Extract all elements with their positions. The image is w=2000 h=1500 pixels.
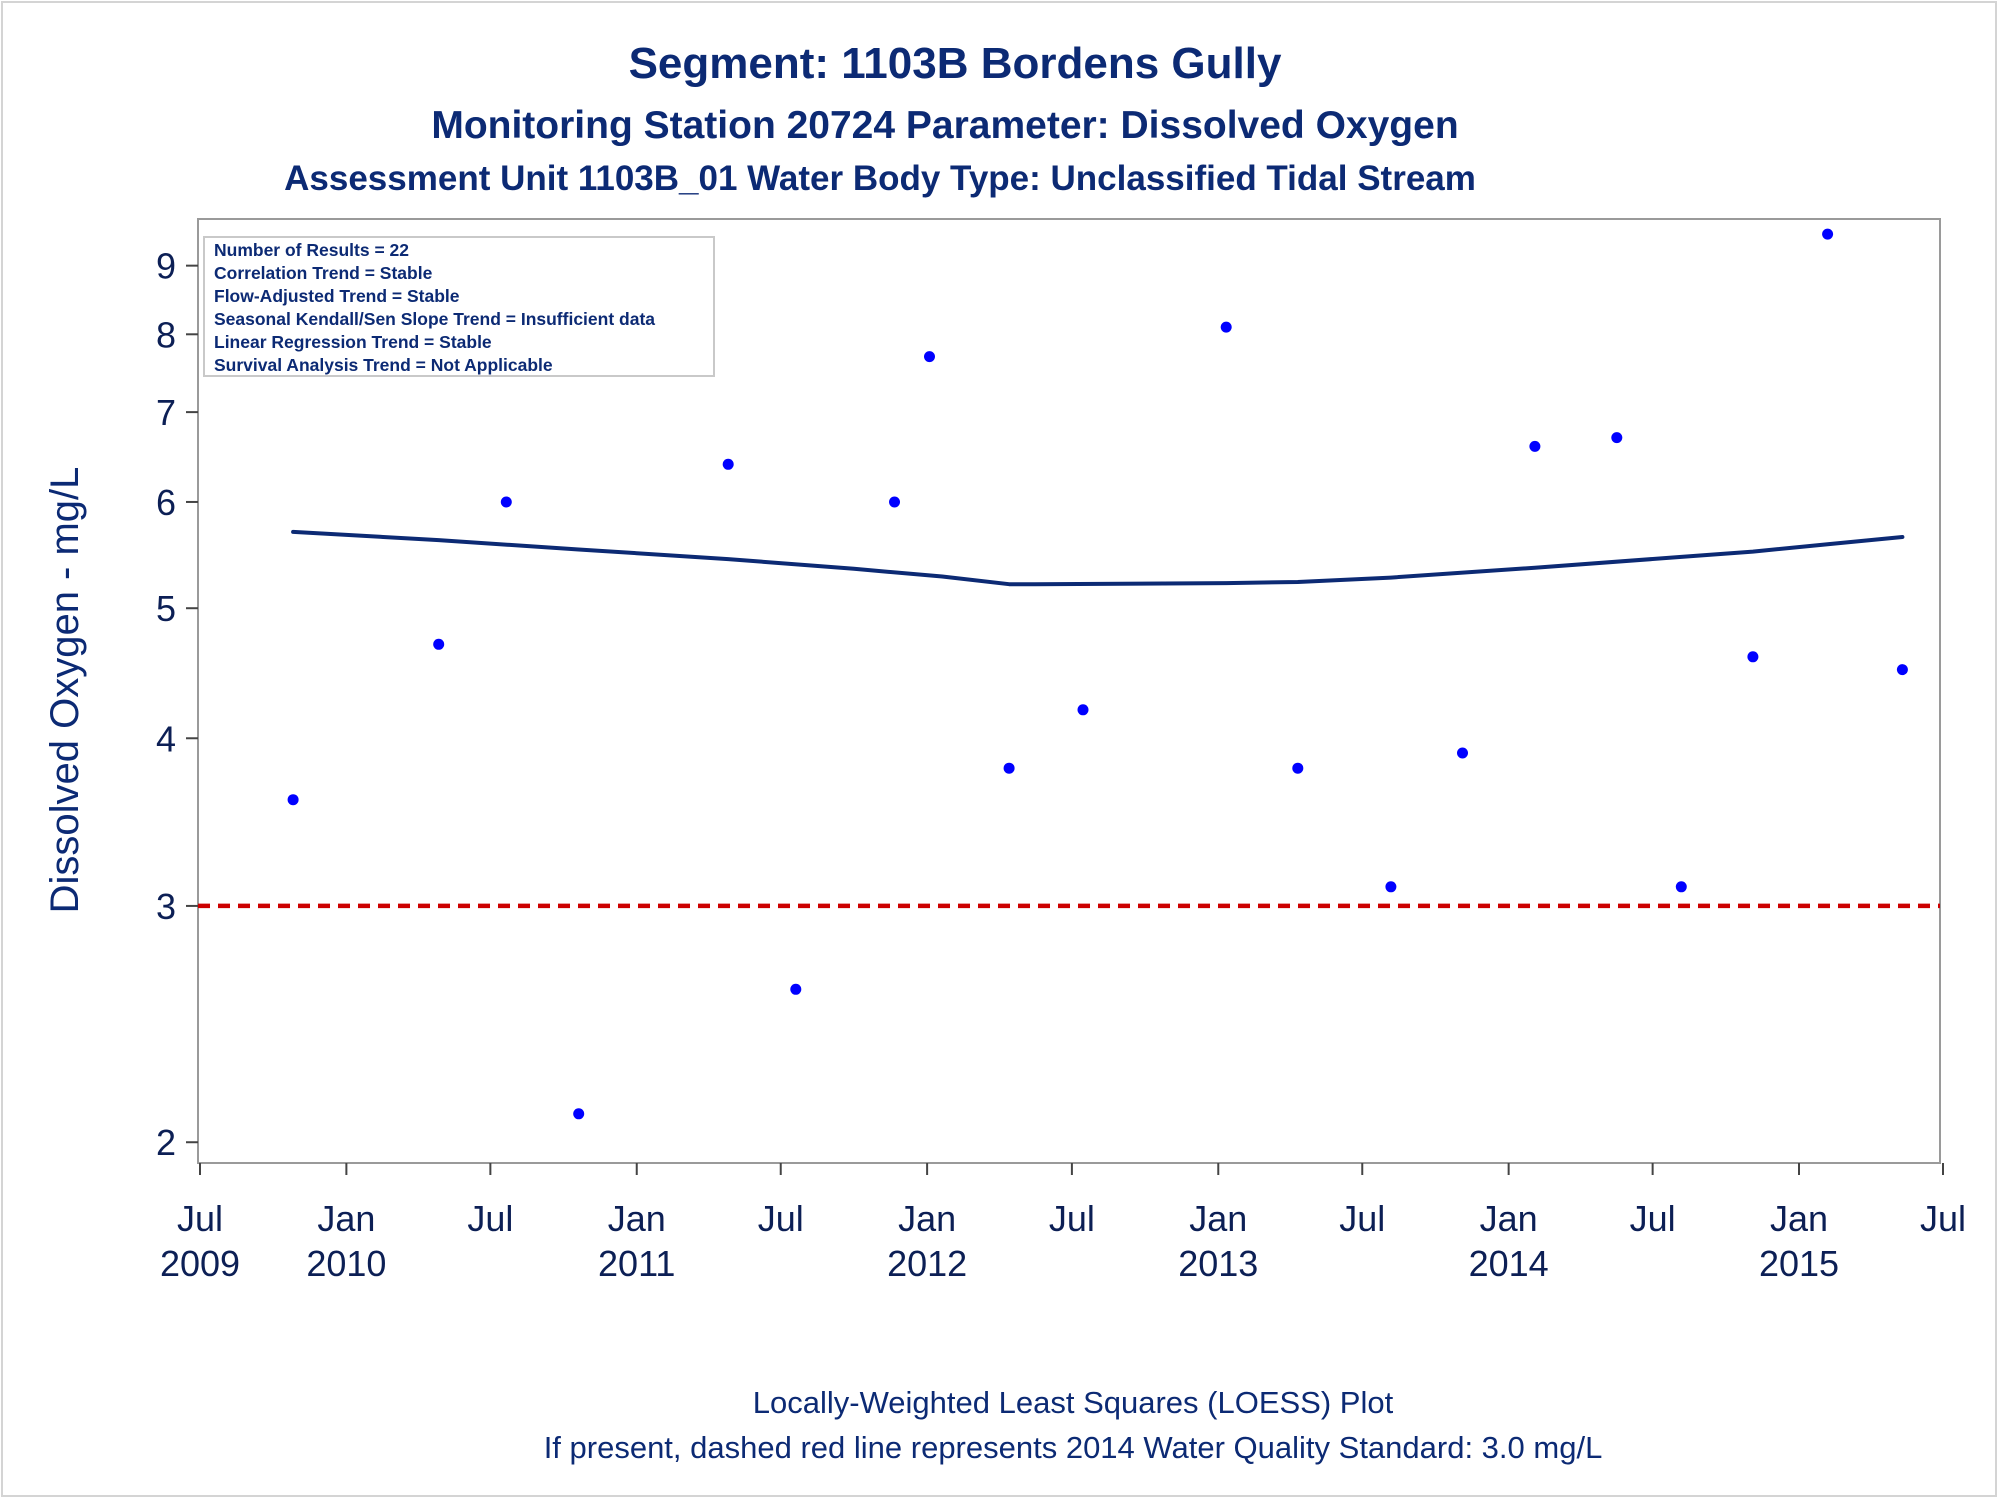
stats-box-frame: [203, 236, 715, 377]
data-point: [1675, 881, 1687, 893]
stats-line: Correlation Trend = Stable: [214, 263, 433, 283]
y-axis-label: Dissolved Oxygen - mg/L: [43, 467, 87, 914]
data-point: [1822, 228, 1834, 240]
x-tick-label: Jan: [608, 1198, 666, 1239]
y-axis: 2 3 4 5 6 7 8 9: [156, 246, 198, 1163]
data-point: [287, 794, 299, 806]
y-tick-label: 3: [156, 886, 176, 927]
y-tick-label: 4: [156, 718, 176, 759]
x-tick-label: Jan: [1770, 1198, 1828, 1239]
data-point: [889, 496, 900, 508]
data-point: [1457, 747, 1468, 759]
data-point: [1077, 704, 1089, 716]
x-tick-label-year: 2015: [1759, 1243, 1839, 1284]
chart-subtitle: Monitoring Station 20724 Parameter: Diss…: [431, 104, 1458, 147]
x-tick-label-year: 2012: [887, 1243, 967, 1284]
x-tick-label-year: 2013: [1178, 1243, 1258, 1284]
data-point: [573, 1108, 585, 1120]
data-point: [1385, 881, 1397, 893]
x-tick-label: Jul: [1630, 1198, 1676, 1239]
plot-area: [197, 218, 1941, 1164]
data-point: [1529, 440, 1541, 452]
stats-line: Linear Regression Trend = Stable: [214, 332, 492, 352]
stats-box: Number of Results = 22 Correlation Trend…: [203, 236, 715, 377]
stats-line: Flow-Adjusted Trend = Stable: [214, 286, 460, 306]
x-tick-label: Jul: [467, 1198, 513, 1239]
data-point: [433, 638, 445, 650]
x-tick-label-year: 2014: [1469, 1243, 1549, 1284]
chart-title: Segment: 1103B Bordens Gully: [629, 39, 1282, 88]
x-tick-label: Jan: [1189, 1198, 1247, 1239]
x-tick-label-year: 2011: [598, 1243, 675, 1284]
data-point: [790, 983, 802, 995]
data-point: [722, 458, 734, 470]
x-tick-label: Jul: [758, 1198, 804, 1239]
x-tick-label: Jan: [1480, 1198, 1538, 1239]
y-tick-label: 9: [156, 246, 176, 287]
data-point: [1896, 664, 1908, 676]
y-tick-label: 5: [156, 588, 176, 629]
x-tick-label: Jul: [1339, 1198, 1385, 1239]
footnote-standard: If present, dashed red line represents 2…: [544, 1430, 1603, 1465]
stats-line: Seasonal Kendall/Sen Slope Trend = Insuf…: [214, 309, 655, 329]
data-point: [1747, 651, 1759, 663]
data-point: [1003, 762, 1015, 774]
x-tick-label: Jul: [177, 1198, 223, 1239]
stats-line: Number of Results = 22: [214, 240, 409, 260]
x-tick-label: Jan: [317, 1198, 375, 1239]
footnote-loess: Locally-Weighted Least Squares (LOESS) P…: [753, 1385, 1394, 1420]
x-tick-label-year: 2010: [306, 1243, 386, 1284]
x-tick-label: Jul: [1049, 1198, 1095, 1239]
y-tick-label: 7: [156, 392, 176, 433]
data-point: [1292, 762, 1304, 774]
x-tick-label: Jul: [1920, 1198, 1966, 1239]
data-point: [1220, 321, 1232, 333]
data-point: [500, 496, 512, 508]
loess-layer: [291, 529, 1905, 587]
y-tick-label: 6: [156, 482, 176, 523]
loess-curve: [291, 529, 1905, 587]
x-tick-label: Jan: [898, 1198, 956, 1239]
x-tick-label-year: 2009: [160, 1243, 240, 1284]
data-point: [1611, 432, 1623, 444]
y-tick-label: 2: [156, 1122, 176, 1163]
chart-subtitle-2: Assessment Unit 1103B_01 Water Body Type…: [284, 159, 1476, 198]
data-point: [924, 351, 935, 363]
stats-line: Survival Analysis Trend = Not Applicable: [214, 355, 553, 375]
y-tick-label: 8: [156, 314, 176, 355]
